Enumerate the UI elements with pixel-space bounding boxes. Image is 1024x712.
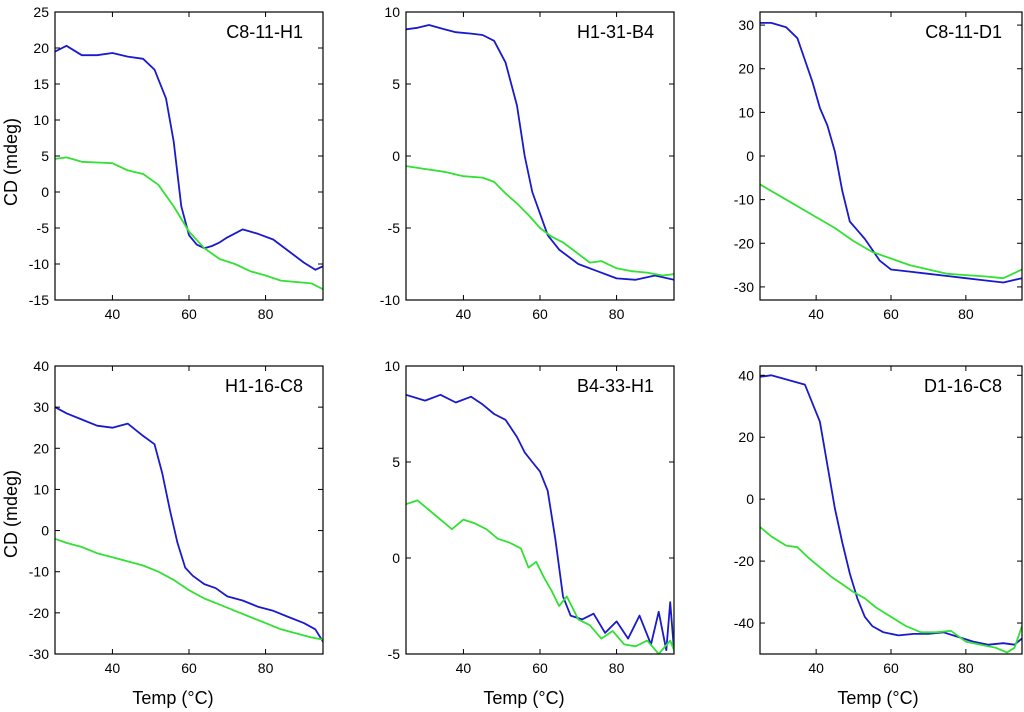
series-line-series2 (406, 165, 674, 277)
x-tick-label: 40 (456, 306, 472, 322)
series-line-series2 (55, 156, 323, 291)
y-tick-label: 40 (33, 358, 49, 374)
y-tick-label: 10 (33, 481, 49, 497)
y-axis-label-top: CD (mdeg) (1, 118, 21, 206)
chart-title: C8-11-H1 (226, 22, 303, 42)
x-tick-label: 40 (808, 306, 824, 322)
y-tick-label: 15 (33, 76, 49, 92)
x-tick-label: 80 (958, 306, 974, 322)
plot-frame (759, 11, 1023, 301)
x-tick-label: 40 (456, 660, 472, 676)
series-line-series1 (760, 374, 1022, 646)
x-tick-label: 40 (105, 660, 121, 676)
y-tick-label: -10 (734, 192, 754, 208)
chart-title: C8-11-D1 (925, 22, 1002, 42)
y-tick-label: 0 (392, 550, 400, 566)
y-tick-label: -10 (380, 292, 400, 308)
y-tick-label: -5 (388, 646, 401, 662)
y-tick-label: 25 (33, 4, 49, 20)
x-axis-label-left: Temp (°C) (132, 688, 213, 708)
y-tick-label: 30 (738, 17, 754, 33)
series-line-series1 (760, 21, 1022, 284)
y-tick-label: -10 (29, 256, 49, 272)
series-line-series2 (760, 183, 1022, 280)
y-tick-label: 20 (33, 40, 49, 56)
y-tick-label: -5 (388, 220, 401, 236)
y-tick-label: 0 (41, 523, 49, 539)
chart-panel-1: 40 60 80 -15 -10 -5 0 5 10 15 20 25 C8-11-H1 (29, 4, 324, 322)
y-tick-label: 20 (738, 429, 754, 445)
series-line-series2 (760, 526, 1022, 654)
y-tick-label: -30 (734, 279, 754, 295)
y-tick-label: 10 (384, 358, 400, 374)
y-tick-label: 5 (392, 454, 400, 470)
y-tick-label: -40 (734, 615, 754, 631)
series-line-series1 (55, 44, 323, 271)
y-tick-label: 30 (33, 399, 49, 415)
plot-frame (405, 365, 675, 655)
y-tick-label: 10 (33, 112, 49, 128)
x-tick-label: 40 (808, 660, 824, 676)
y-tick-label: 5 (41, 148, 49, 164)
x-tick-label: 80 (258, 660, 274, 676)
x-axis-label-right: Temp (°C) (837, 688, 918, 708)
x-tick-label: 80 (958, 660, 974, 676)
y-tick-label: -20 (29, 605, 49, 621)
y-tick-label: 40 (738, 367, 754, 383)
x-tick-label: 60 (532, 306, 548, 322)
chart-title: H1-31-B4 (577, 22, 654, 42)
y-tick-label: -20 (734, 235, 754, 251)
chart-panel-4: 40 60 80 -30 -20 -10 0 10 20 30 40 H1-16-C8 (29, 358, 324, 676)
chart-panel-2: 40 60 80 -10 -5 0 5 10 H1-31-B4 (380, 4, 675, 322)
chart-panel-3: 40 60 80 -30 -20 -10 0 10 20 30 C8-11-D1 (734, 11, 1023, 322)
x-axis-label-middle: Temp (°C) (483, 688, 564, 708)
plot-frame (54, 365, 324, 655)
series-line-series2 (406, 499, 674, 654)
chart-title: D1-16-C8 (924, 376, 1002, 396)
y-tick-label: -30 (29, 646, 49, 662)
y-tick-label: 0 (746, 148, 754, 164)
y-tick-label: 10 (384, 4, 400, 20)
chart-panel-6: 40 60 80 -40 -20 0 20 40 D1-16-C8 (734, 365, 1023, 676)
chart-title: B4-33-H1 (577, 376, 654, 396)
x-tick-label: 80 (258, 306, 274, 322)
y-tick-label: 20 (33, 440, 49, 456)
x-tick-label: 60 (181, 306, 197, 322)
x-tick-label: 60 (883, 660, 899, 676)
series-line-series1 (55, 406, 323, 643)
y-tick-label: 20 (738, 61, 754, 77)
y-tick-label: 0 (392, 148, 400, 164)
y-tick-label: -5 (37, 220, 50, 236)
y-tick-label: -20 (734, 553, 754, 569)
x-tick-label: 80 (609, 660, 625, 676)
series-line-series1 (406, 24, 674, 281)
plot-frame (405, 11, 675, 301)
y-tick-label: -15 (29, 292, 49, 308)
x-tick-label: 40 (105, 306, 121, 322)
plot-frame (759, 365, 1023, 655)
series-line-series2 (55, 537, 323, 641)
panels: 40 60 80 -15 -10 -5 0 5 10 15 20 25 C8-11-H1 40 60 80 -1… (29, 4, 1023, 676)
chart-title: H1-16-C8 (225, 376, 303, 396)
y-tick-label: 10 (738, 104, 754, 120)
series-line-series1 (406, 393, 674, 652)
y-axis-label-bottom: CD (mdeg) (1, 470, 21, 558)
y-tick-label: -10 (29, 564, 49, 580)
x-tick-label: 60 (883, 306, 899, 322)
x-tick-label: 80 (609, 306, 625, 322)
y-tick-label: 0 (746, 491, 754, 507)
chart-panel-5: 40 60 80 -5 0 5 10 B4-33-H1 (384, 358, 675, 676)
x-tick-label: 60 (532, 660, 548, 676)
x-tick-label: 60 (181, 660, 197, 676)
y-tick-label: 0 (41, 184, 49, 200)
y-tick-label: 5 (392, 76, 400, 92)
